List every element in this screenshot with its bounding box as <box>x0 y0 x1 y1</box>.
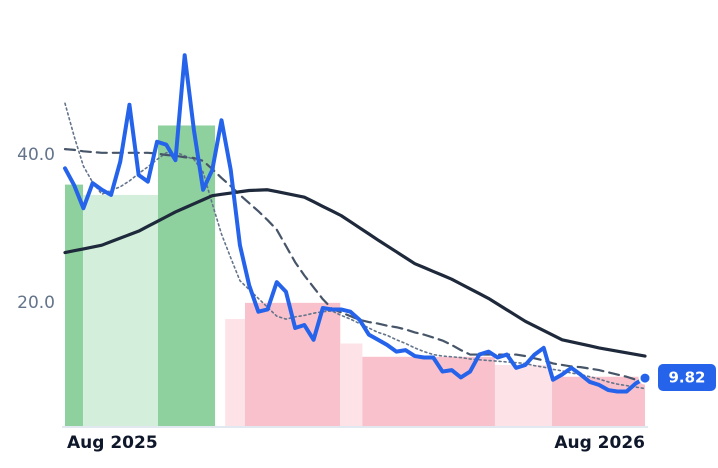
regime-band <box>340 343 363 427</box>
last-point <box>638 371 652 385</box>
axes: 20.0 40.0 Aug 2025 Aug 2026 <box>17 145 648 453</box>
end-marker: 9.82 <box>638 364 716 391</box>
x-tick-label: Aug 2026 <box>554 433 645 453</box>
lines <box>63 53 647 394</box>
value-badge <box>658 364 716 391</box>
price-line <box>63 53 647 394</box>
regime-band <box>225 319 245 427</box>
y-tick-label: 20.0 <box>17 293 55 313</box>
regime-band <box>494 364 553 427</box>
x-tick-label: Aug 2025 <box>67 433 158 453</box>
average-line <box>63 188 647 358</box>
regime-band <box>157 125 216 427</box>
y-tick-label: 40.0 <box>17 145 55 165</box>
regime-band <box>65 184 84 427</box>
last-value-label: 9.82 <box>668 369 705 387</box>
bands <box>65 125 645 427</box>
regime-band <box>83 194 158 427</box>
regime-band <box>362 356 495 427</box>
